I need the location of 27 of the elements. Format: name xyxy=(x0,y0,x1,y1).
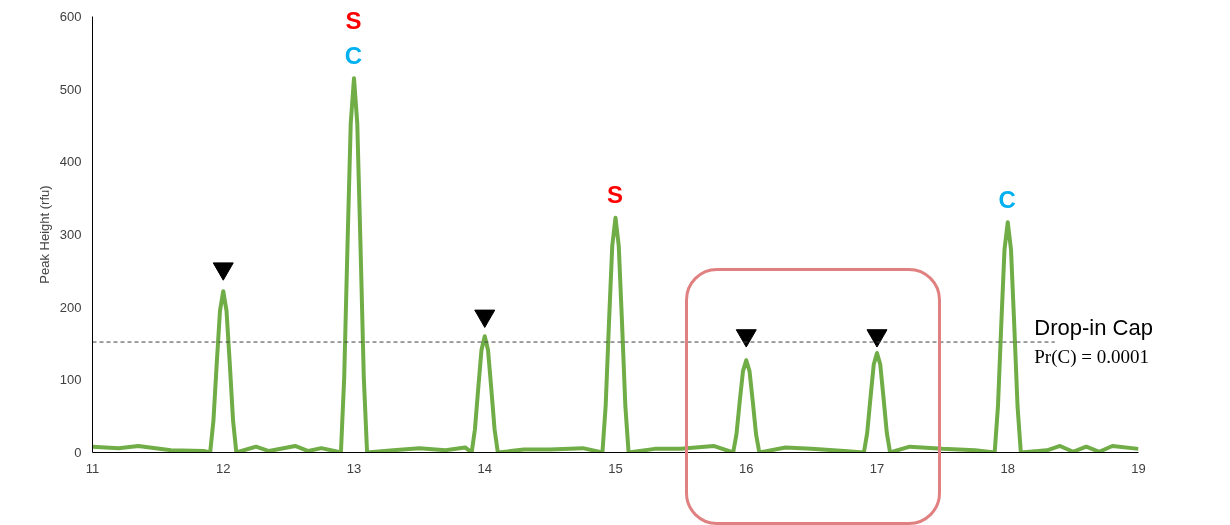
x-tick-label: 18 xyxy=(1000,460,1015,476)
x-tick-label: 16 xyxy=(739,460,754,476)
y-tick-label: 400 xyxy=(59,154,82,170)
ref-line-label: Drop-in Cap xyxy=(1034,314,1153,340)
x-tick-label: 13 xyxy=(346,460,362,476)
point xyxy=(474,309,496,328)
annotation: C xyxy=(998,185,1016,213)
y-axis-title: Peak Height (rfu) xyxy=(36,185,52,284)
x-tick-label: 15 xyxy=(608,460,623,476)
point xyxy=(212,262,234,281)
y-tick-label: 0 xyxy=(74,445,82,460)
point xyxy=(735,329,757,348)
y-tick-label: 600 xyxy=(59,9,82,24)
y-tick-label: 200 xyxy=(59,299,82,315)
y-tick-label: 500 xyxy=(59,81,82,97)
x-tick-label: 19 xyxy=(1131,460,1146,476)
x-tick-label: 14 xyxy=(477,460,492,476)
x-tick-label: 12 xyxy=(216,460,231,476)
x-tick-label: 17 xyxy=(869,460,885,476)
y-tick-label: 100 xyxy=(59,372,82,388)
annotation: Pr(C) = 0.0001 xyxy=(1034,345,1149,367)
annotation: S xyxy=(345,6,362,34)
point xyxy=(866,329,888,348)
x-tick-label: 11 xyxy=(85,460,100,476)
annotation: S xyxy=(606,181,624,209)
y-tick-label: 300 xyxy=(59,227,82,242)
annotation: C xyxy=(344,41,363,69)
